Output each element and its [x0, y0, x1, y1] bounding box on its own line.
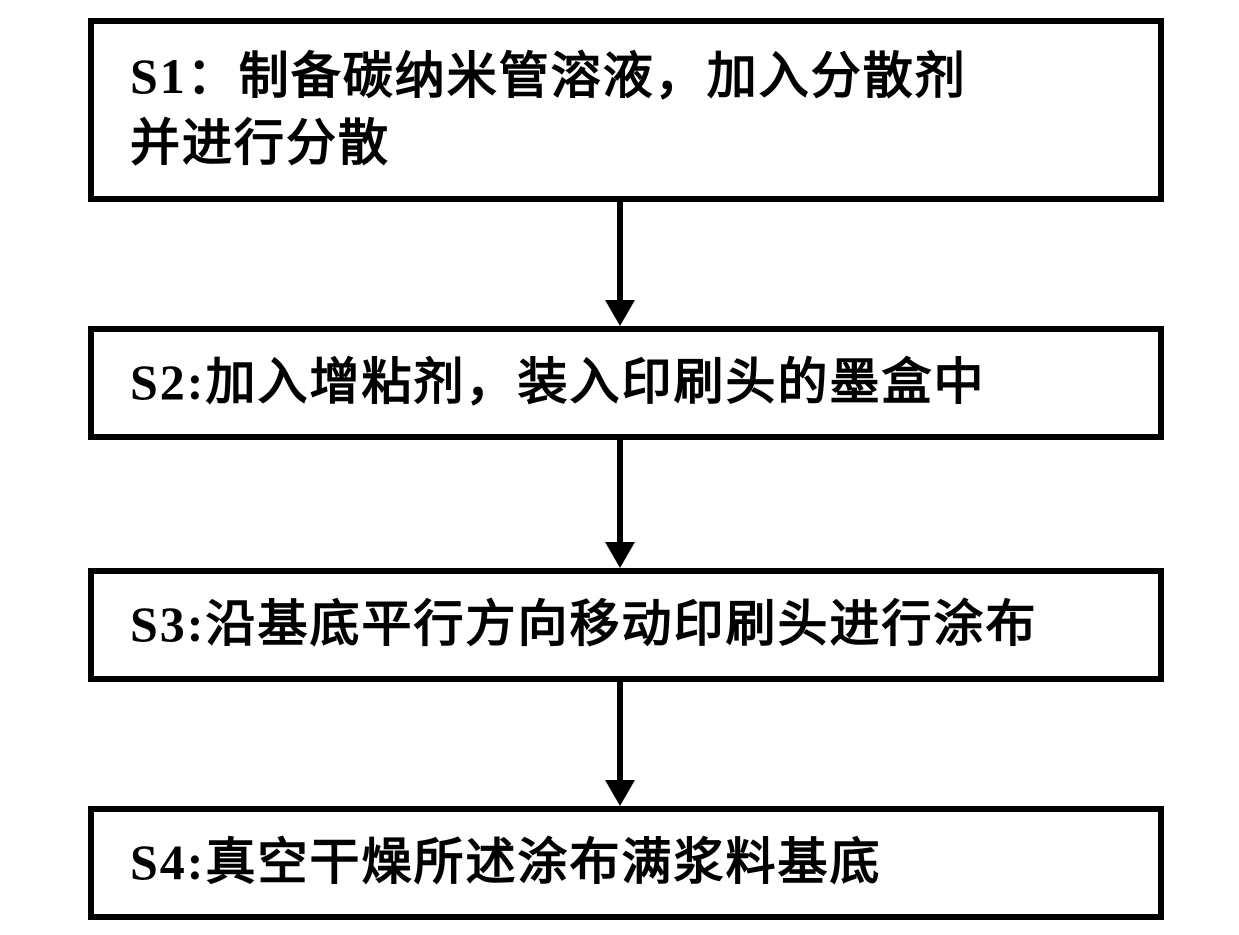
step-label-s4: S4:真空干燥所述涂布满浆料基底: [130, 829, 881, 897]
step-box-s1: S1：制备碳纳米管溶液，加入分散剂 并进行分散: [88, 18, 1164, 202]
step-box-s4: S4:真空干燥所述涂布满浆料基底: [88, 806, 1164, 920]
arrow-s2-s3: [600, 440, 640, 568]
flowchart-container: S1：制备碳纳米管溶液，加入分散剂 并进行分散 S2:加入增粘剂，装入印刷头的墨…: [0, 0, 1239, 935]
step-label-s3: S3:沿基底平行方向移动印刷头进行涂布: [130, 591, 1037, 659]
step-label-s1: S1：制备碳纳米管溶液，加入分散剂 并进行分散: [130, 43, 967, 178]
step-label-s2: S2:加入增粘剂，装入印刷头的墨盒中: [130, 349, 985, 417]
step-box-s3: S3:沿基底平行方向移动印刷头进行涂布: [88, 568, 1164, 682]
arrow-s1-s2: [600, 202, 640, 326]
arrow-s3-s4: [600, 682, 640, 806]
step-box-s2: S2:加入增粘剂，装入印刷头的墨盒中: [88, 326, 1164, 440]
